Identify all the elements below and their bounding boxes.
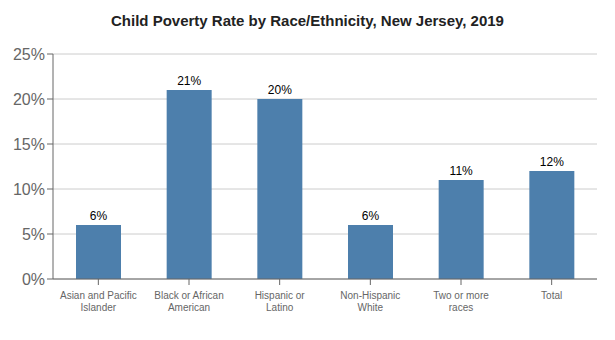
svg-text:15%: 15% [13, 136, 45, 153]
svg-text:Black or AfricanAmerican: Black or AfricanAmerican [154, 290, 223, 313]
svg-text:Total: Total [541, 290, 562, 301]
svg-text:12%: 12% [540, 155, 564, 169]
svg-text:Asian and PacificIslander: Asian and PacificIslander [60, 290, 137, 313]
svg-text:21%: 21% [177, 74, 201, 88]
svg-text:20%: 20% [268, 83, 292, 97]
svg-text:5%: 5% [22, 226, 45, 243]
svg-text:6%: 6% [90, 209, 108, 223]
svg-text:25%: 25% [13, 46, 45, 63]
svg-text:11%: 11% [450, 164, 473, 178]
html-text:Child Poverty Rate by Race/Eth: Child Poverty Rate by Race/Ethnicity, Ne… [111, 12, 504, 29]
svg-text:10%: 10% [13, 181, 45, 198]
svg-text:Two or moreraces: Two or moreraces [433, 290, 489, 313]
svg-text:0%: 0% [22, 271, 45, 288]
svg-text:6%: 6% [362, 209, 380, 223]
svg-text:20%: 20% [13, 91, 45, 108]
svg-text:Hispanic orLatino: Hispanic orLatino [255, 290, 306, 313]
svg-text:Non-HispanicWhite: Non-HispanicWhite [340, 290, 400, 313]
